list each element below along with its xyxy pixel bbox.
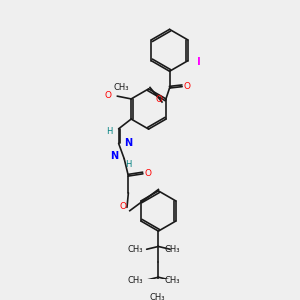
Text: CH₃: CH₃: [149, 293, 165, 300]
Text: I: I: [197, 57, 200, 67]
Text: CH₃: CH₃: [128, 276, 143, 285]
Text: N: N: [124, 138, 132, 148]
Text: CH₃: CH₃: [164, 276, 180, 285]
Text: CH₃: CH₃: [128, 245, 143, 254]
Text: O: O: [184, 82, 190, 91]
Text: N: N: [110, 152, 118, 161]
Text: O: O: [156, 95, 163, 104]
Text: O: O: [105, 91, 112, 100]
Text: CH₃: CH₃: [164, 245, 180, 254]
Text: O: O: [119, 202, 126, 211]
Text: O: O: [144, 169, 151, 178]
Text: H: H: [106, 127, 112, 136]
Text: H: H: [126, 160, 132, 169]
Text: CH₃: CH₃: [114, 83, 129, 92]
